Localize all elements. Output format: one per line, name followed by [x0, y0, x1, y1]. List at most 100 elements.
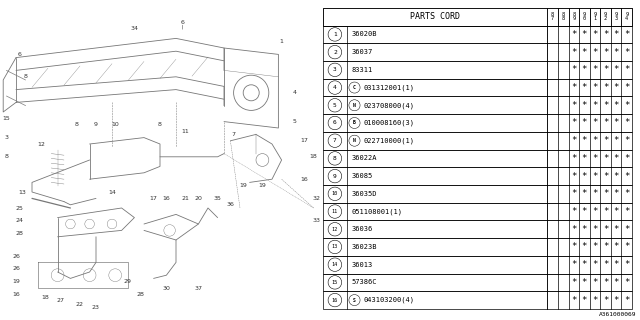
- Text: *: *: [582, 101, 587, 110]
- Text: 1: 1: [333, 32, 337, 37]
- Text: S: S: [353, 298, 356, 303]
- Bar: [323, 274, 632, 291]
- Text: *: *: [582, 83, 587, 92]
- Text: *: *: [603, 243, 608, 252]
- Text: *: *: [603, 136, 608, 145]
- Bar: [323, 256, 632, 274]
- Text: *: *: [592, 225, 598, 234]
- Text: *: *: [571, 189, 577, 198]
- Text: 17: 17: [150, 196, 157, 201]
- Text: *: *: [624, 101, 629, 110]
- Text: 2: 2: [333, 50, 337, 55]
- Text: *: *: [624, 260, 629, 269]
- Text: 10: 10: [332, 191, 338, 196]
- Text: *: *: [582, 207, 587, 216]
- Text: *: *: [592, 278, 598, 287]
- Text: *: *: [571, 136, 577, 145]
- Text: 9
3: 9 3: [614, 12, 618, 21]
- Text: 051108001(1): 051108001(1): [351, 208, 403, 215]
- Bar: [621, 8, 632, 26]
- Text: *: *: [571, 101, 577, 110]
- Bar: [323, 79, 632, 96]
- Text: *: *: [603, 83, 608, 92]
- Text: 25: 25: [15, 205, 23, 211]
- Text: 19: 19: [12, 279, 20, 284]
- Text: *: *: [603, 207, 608, 216]
- Text: *: *: [614, 172, 619, 180]
- Text: 28: 28: [15, 231, 23, 236]
- Text: 83311: 83311: [351, 67, 372, 73]
- Text: *: *: [614, 118, 619, 127]
- Text: *: *: [603, 118, 608, 127]
- Text: 10: 10: [111, 122, 119, 127]
- Text: *: *: [614, 189, 619, 198]
- Text: *: *: [582, 136, 587, 145]
- Text: 33: 33: [313, 218, 321, 223]
- Text: 21: 21: [182, 196, 189, 201]
- Text: 36037: 36037: [351, 49, 372, 55]
- Text: 6: 6: [180, 20, 184, 25]
- Text: *: *: [624, 189, 629, 198]
- Text: *: *: [603, 48, 608, 57]
- Text: 27: 27: [57, 298, 65, 303]
- Bar: [323, 238, 632, 256]
- Text: 23: 23: [92, 305, 100, 310]
- Text: *: *: [592, 243, 598, 252]
- Text: 26: 26: [12, 266, 20, 271]
- Text: *: *: [571, 260, 577, 269]
- Text: 36023B: 36023B: [351, 244, 377, 250]
- Text: B: B: [353, 120, 356, 125]
- Text: 28: 28: [137, 292, 145, 297]
- Text: *: *: [603, 189, 608, 198]
- Text: *: *: [614, 30, 619, 39]
- Text: 8
8: 8 8: [562, 12, 564, 21]
- Text: *: *: [571, 296, 577, 305]
- Bar: [323, 149, 632, 167]
- Text: 20: 20: [195, 196, 202, 201]
- Text: *: *: [571, 172, 577, 180]
- Text: *: *: [614, 296, 619, 305]
- Text: *: *: [592, 154, 598, 163]
- Text: *: *: [624, 243, 629, 252]
- Text: *: *: [624, 136, 629, 145]
- Text: *: *: [614, 225, 619, 234]
- Text: 9
4: 9 4: [625, 12, 628, 21]
- Text: 35: 35: [214, 196, 221, 201]
- Text: 010008160(3): 010008160(3): [364, 120, 415, 126]
- Text: *: *: [592, 207, 598, 216]
- Text: *: *: [603, 296, 608, 305]
- Bar: [600, 8, 611, 26]
- Text: 4: 4: [292, 90, 296, 95]
- Text: 15: 15: [3, 116, 10, 121]
- Text: *: *: [614, 207, 619, 216]
- Text: *: *: [571, 118, 577, 127]
- Text: 9: 9: [94, 122, 98, 127]
- Text: 11: 11: [332, 209, 338, 214]
- Text: 22: 22: [76, 301, 84, 307]
- Text: 9
0: 9 0: [583, 12, 586, 21]
- Text: 19: 19: [259, 183, 266, 188]
- Text: *: *: [624, 154, 629, 163]
- Text: 3: 3: [333, 67, 337, 72]
- Text: 19: 19: [239, 183, 247, 188]
- Text: *: *: [592, 101, 598, 110]
- Text: 16: 16: [332, 298, 338, 303]
- Text: *: *: [624, 207, 629, 216]
- Text: *: *: [592, 296, 598, 305]
- Text: 32: 32: [313, 196, 321, 201]
- Text: 5: 5: [333, 103, 337, 108]
- Text: 18: 18: [310, 154, 317, 159]
- Text: *: *: [614, 243, 619, 252]
- Text: *: *: [614, 136, 619, 145]
- Text: *: *: [592, 118, 598, 127]
- Text: 36035D: 36035D: [351, 191, 377, 197]
- Text: *: *: [582, 154, 587, 163]
- Text: *: *: [582, 48, 587, 57]
- Text: *: *: [603, 278, 608, 287]
- Bar: [589, 8, 600, 26]
- Text: 8: 8: [333, 156, 337, 161]
- Text: *: *: [624, 65, 629, 74]
- Text: *: *: [582, 243, 587, 252]
- Text: 12: 12: [38, 141, 45, 147]
- Text: 9
1: 9 1: [593, 12, 596, 21]
